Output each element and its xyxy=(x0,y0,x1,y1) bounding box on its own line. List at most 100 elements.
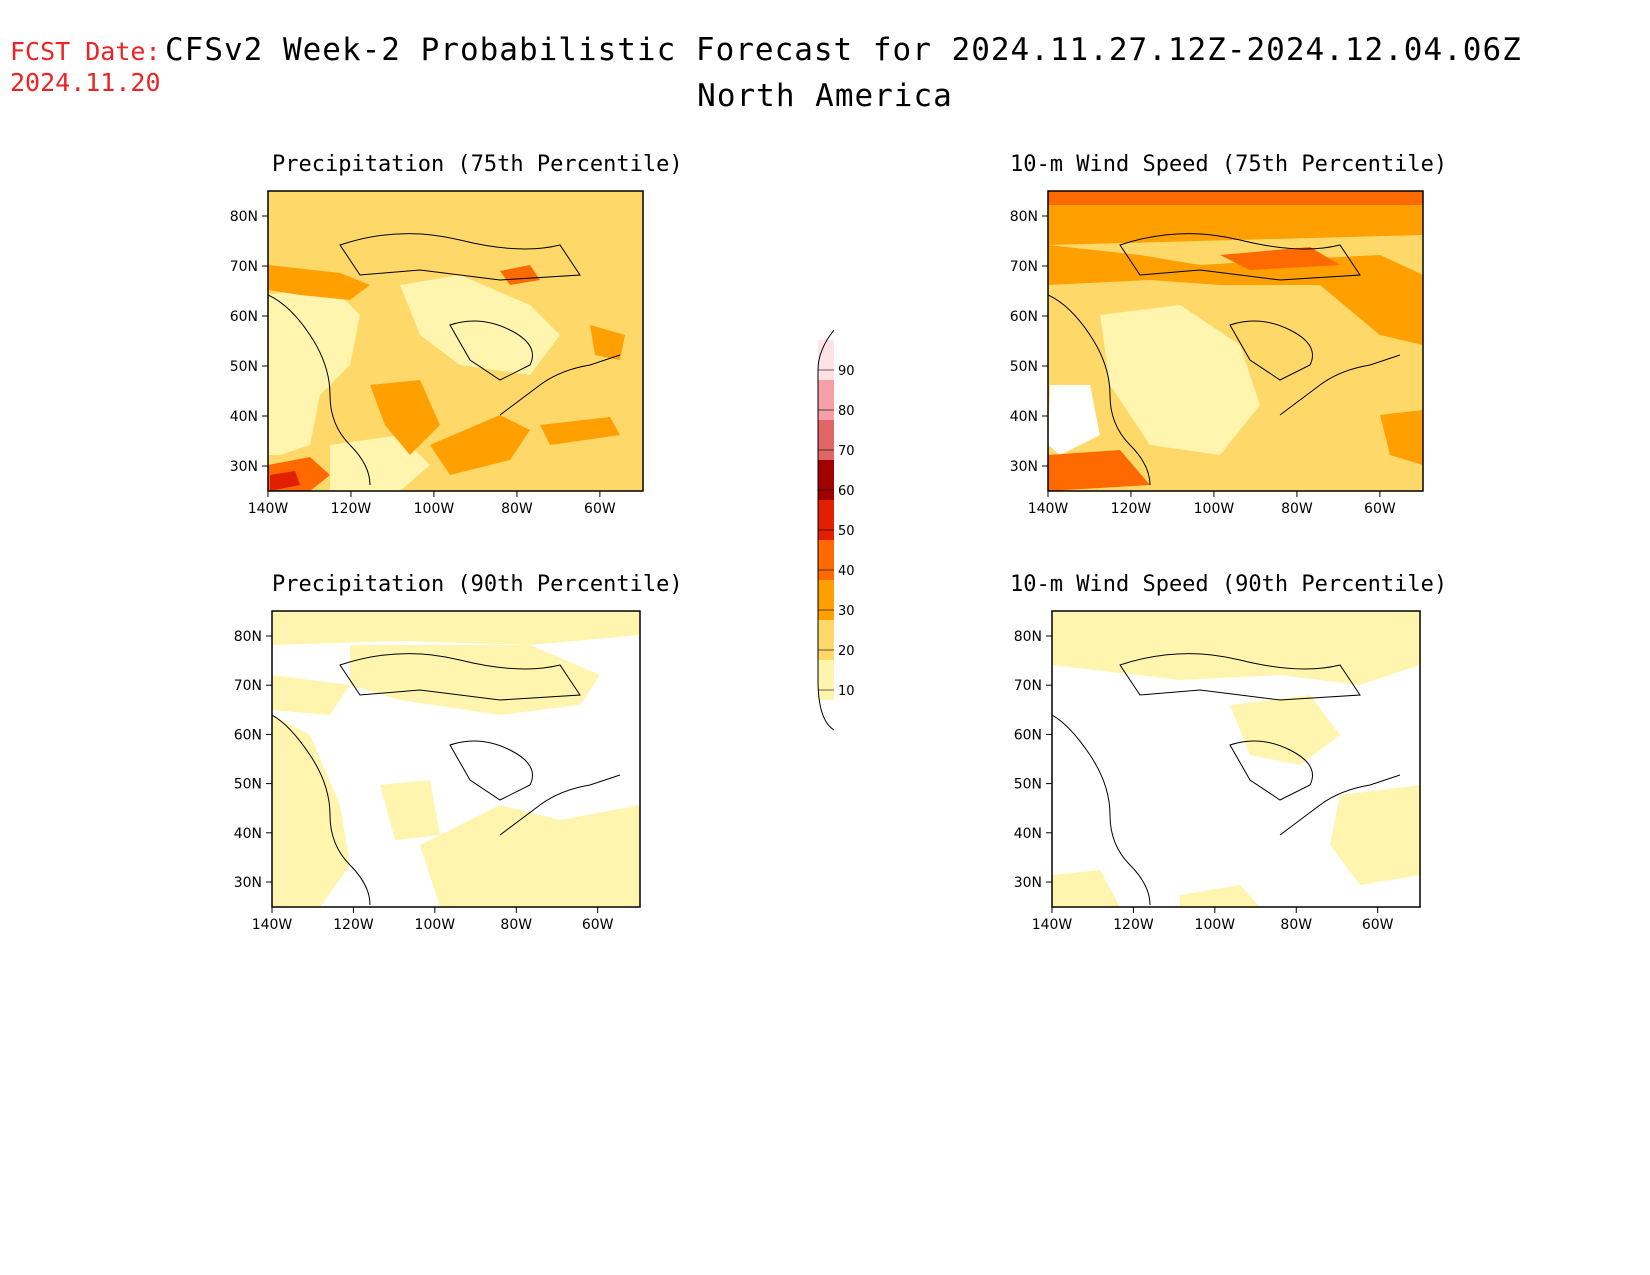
map-frame xyxy=(267,190,644,492)
fill-30-40 xyxy=(1048,245,1423,345)
colorbar-label: 30 xyxy=(838,604,855,619)
fill-30-40 xyxy=(430,415,530,475)
coastline xyxy=(339,233,581,281)
page-subtitle: North America xyxy=(697,78,953,114)
page-title: CFSv2 Week-2 Probabilistic Forecast for … xyxy=(165,32,1522,68)
map-frame xyxy=(271,610,641,908)
fill-10-20 xyxy=(380,780,440,840)
colorbar-swatch xyxy=(818,380,834,420)
lat-tick-label: 50N xyxy=(234,777,262,793)
lon-tick-label: 100W xyxy=(414,501,455,517)
fill-10-20 xyxy=(272,715,350,907)
lon-tick-label: 120W xyxy=(331,501,372,517)
fill-10-20 xyxy=(1180,885,1260,907)
map-frame xyxy=(1051,610,1421,908)
map-wind-75: 80N 70N 60N 50N 40N 30N 140W 120W 100W 80W 60W xyxy=(1010,190,1424,517)
lat-tick-label: 70N xyxy=(234,678,262,694)
fill-20-30 xyxy=(268,191,643,230)
fill-40-50 xyxy=(1220,247,1340,270)
colorbar-swatch xyxy=(818,620,834,660)
lon-tick-label: 80W xyxy=(500,917,532,933)
lat-tick-label: 80N xyxy=(230,209,258,225)
fill-50-60 xyxy=(270,471,300,491)
lat-tick-label: 70N xyxy=(230,259,258,275)
fill-10-20 xyxy=(272,675,350,715)
fill-10-20 xyxy=(420,805,640,907)
lon-tick-label: 120W xyxy=(1111,501,1152,517)
coastline xyxy=(1279,354,1401,416)
fill-10-20 xyxy=(1052,870,1120,907)
lon-tick-label: 80W xyxy=(1281,501,1313,517)
map-precip-75: 80N 70N 60N 50N 40N 30N 140W 120W 100W 80W 60W xyxy=(230,190,644,517)
fill-30-40 xyxy=(540,417,620,445)
forecast-date-block: FCST Date: 2024.11.20 xyxy=(10,36,161,98)
lon-tick-label: 80W xyxy=(501,501,533,517)
coastline xyxy=(449,320,533,381)
coastline xyxy=(499,774,621,836)
forecast-date-label: FCST Date: xyxy=(10,37,161,66)
lon-tick-label: 100W xyxy=(415,917,456,933)
fill-40-50 xyxy=(500,265,540,285)
coastline xyxy=(1229,320,1313,381)
lon-tick-label: 140W xyxy=(252,917,293,933)
lon-tick-label: 60W xyxy=(582,917,614,933)
lat-tick-label: 30N xyxy=(230,459,258,475)
lat-tick-label: 30N xyxy=(234,875,262,891)
colorbar-swatch xyxy=(818,420,834,460)
colorbar-label: 90 xyxy=(838,364,855,379)
lon-tick-label: 140W xyxy=(248,501,289,517)
coastline xyxy=(449,740,533,801)
map-precip-90: 80N 70N 60N 50N 40N 30N 140W 120W 100W 80W 60W xyxy=(234,610,641,933)
lon-tick-label: 100W xyxy=(1194,501,1235,517)
lat-tick-label: 70N xyxy=(1014,678,1042,694)
fill-below-10 xyxy=(1048,385,1100,455)
colorbar-outline xyxy=(817,330,835,731)
lon-tick-label: 120W xyxy=(333,917,374,933)
fill-10-20 xyxy=(1330,785,1420,885)
colorbar-label: 40 xyxy=(838,564,855,579)
panel-title-precip-75: Precipitation (75th Percentile) xyxy=(272,152,683,177)
fill-10-20 xyxy=(1230,695,1340,765)
fill-30-40 xyxy=(590,325,625,360)
lat-tick-label: 40N xyxy=(1014,826,1042,842)
lon-tick-label: 100W xyxy=(1195,917,1236,933)
colorbar-swatch xyxy=(818,660,834,700)
lat-tick-label: 60N xyxy=(230,309,258,325)
colorbar-swatch xyxy=(818,340,834,380)
lon-tick-label: 140W xyxy=(1032,917,1073,933)
colorbar-swatch xyxy=(818,580,834,620)
fill-30-40 xyxy=(268,265,370,300)
lat-tick-label: 30N xyxy=(1014,875,1042,891)
lat-tick-label: 70N xyxy=(1010,259,1038,275)
fill-30-40 xyxy=(1380,410,1423,465)
colorbar-swatch xyxy=(818,540,834,580)
coastline xyxy=(339,653,581,701)
fill-10-20 xyxy=(1100,305,1260,455)
lat-tick-label: 80N xyxy=(234,629,262,645)
lat-tick-label: 60N xyxy=(1014,727,1042,743)
colorbar-swatch xyxy=(818,460,834,500)
lat-tick-label: 40N xyxy=(1010,409,1038,425)
panel-title-wind-75: 10-m Wind Speed (75th Percentile) xyxy=(1010,152,1448,177)
panel-title-precip-90: Precipitation (90th Percentile) xyxy=(272,572,683,597)
lat-tick-label: 60N xyxy=(234,727,262,743)
lat-tick-label: 80N xyxy=(1010,209,1038,225)
colorbar-swatch xyxy=(818,500,834,540)
map-wind-90: 80N 70N 60N 50N 40N 30N 140W 120W 100W 80W 60W xyxy=(1014,610,1421,933)
coastline xyxy=(1119,653,1361,701)
lat-tick-label: 50N xyxy=(230,359,258,375)
lon-tick-label: 120W xyxy=(1113,917,1154,933)
colorbar: 90 80 70 60 50 40 30 20 10 xyxy=(817,330,855,731)
fill-40-50 xyxy=(1048,450,1150,491)
lon-tick-label: 140W xyxy=(1028,501,1069,517)
coastline xyxy=(272,714,371,906)
lat-tick-label: 60N xyxy=(1010,309,1038,325)
coastline xyxy=(1229,740,1313,801)
lon-tick-label: 80W xyxy=(1280,917,1312,933)
fill-10-20 xyxy=(1052,611,1420,685)
colorbar-label: 10 xyxy=(838,684,855,699)
coastline xyxy=(1052,714,1151,906)
colorbar-label: 70 xyxy=(838,444,855,459)
lat-tick-label: 40N xyxy=(234,826,262,842)
fill-10-20 xyxy=(400,275,560,375)
